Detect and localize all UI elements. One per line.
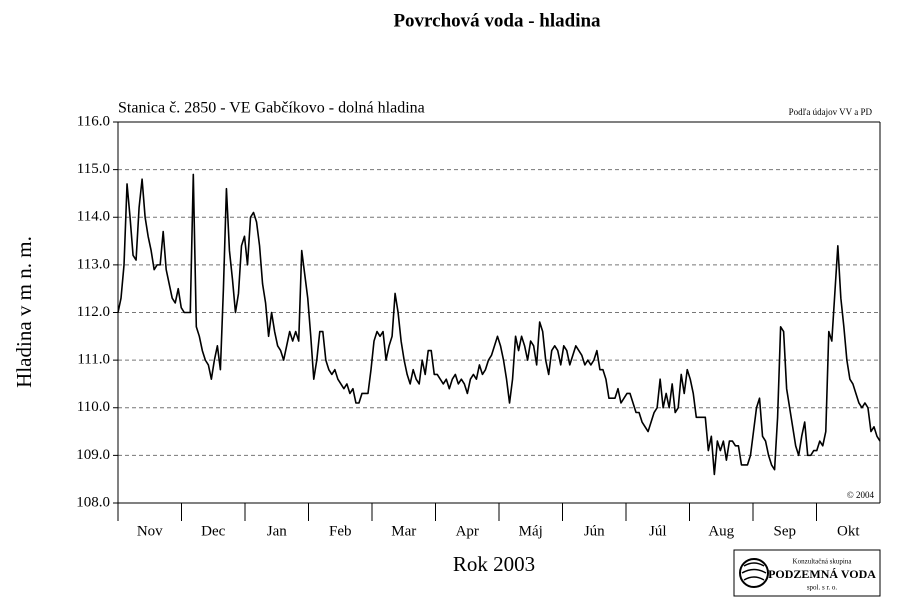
x-tick-label: Feb bbox=[329, 523, 352, 539]
x-tick-label: Apr bbox=[456, 523, 479, 539]
x-tick-label: Aug bbox=[708, 523, 734, 539]
y-tick-label: 114.0 bbox=[77, 209, 110, 225]
y-tick-label: 108.0 bbox=[76, 494, 110, 510]
logo-icon bbox=[739, 558, 769, 588]
x-axis-label: Rok 2003 bbox=[453, 552, 535, 576]
chart-title: Povrchová voda - hladina bbox=[393, 10, 601, 31]
logo-icon-waves bbox=[741, 562, 767, 581]
y-tick-label: 109.0 bbox=[76, 447, 110, 463]
logo: Konzultačná skupina PODZEMNÁ VODA spol. … bbox=[733, 549, 881, 597]
x-tick-label: Jún bbox=[584, 523, 605, 539]
x-tick-label: Dec bbox=[201, 523, 225, 539]
y-tick-label: 111.0 bbox=[77, 352, 110, 368]
y-tick-label: 113.0 bbox=[77, 256, 110, 272]
copyright: © 2004 bbox=[847, 490, 875, 500]
y-tick-label: 116.0 bbox=[77, 113, 110, 129]
source-note: Podľa údajov VV a PD bbox=[789, 107, 873, 117]
x-tick-label: Jan bbox=[267, 523, 287, 539]
y-tick-label: 110.0 bbox=[77, 399, 110, 415]
x-tick-label: Nov bbox=[137, 523, 163, 539]
subtitle: Stanica č. 2850 - VE Gabčíkovo - dolná h… bbox=[118, 100, 425, 117]
logo-text: PODZEMNÁ VODA bbox=[768, 567, 876, 581]
x-tick-label: Okt bbox=[837, 523, 860, 539]
y-axis-label: Hladina v m n. m. bbox=[12, 236, 36, 388]
x-tick-label: Júl bbox=[649, 523, 667, 539]
x-tick-label: Sep bbox=[774, 523, 797, 539]
logo-text: spol. s r. o. bbox=[807, 584, 838, 592]
logo-frame bbox=[733, 549, 881, 597]
y-tick-label: 115.0 bbox=[77, 161, 110, 177]
y-tick-label: 112.0 bbox=[77, 304, 110, 320]
logo-text: Konzultačná skupina bbox=[793, 558, 853, 566]
data-line bbox=[117, 173, 881, 476]
x-tick-label: Máj bbox=[519, 523, 543, 539]
x-tick-label: Mar bbox=[391, 523, 416, 539]
